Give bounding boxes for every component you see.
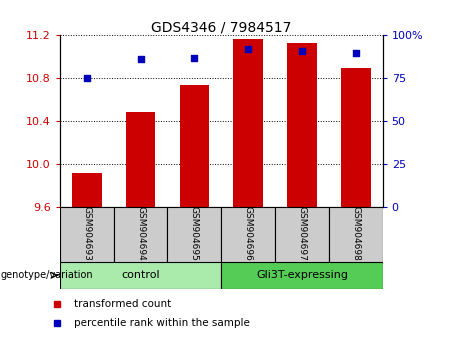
Text: GSM904698: GSM904698 <box>351 206 360 261</box>
Point <box>191 55 198 61</box>
Point <box>83 75 90 81</box>
Bar <box>341 68 371 207</box>
Bar <box>287 43 317 207</box>
Bar <box>167 207 221 262</box>
Text: percentile rank within the sample: percentile rank within the sample <box>74 318 250 328</box>
Point <box>137 57 144 62</box>
Bar <box>221 207 275 262</box>
Bar <box>329 207 383 262</box>
Bar <box>60 262 221 289</box>
Text: GSM904694: GSM904694 <box>136 206 145 261</box>
Text: genotype/variation: genotype/variation <box>0 270 93 280</box>
Text: GSM904696: GSM904696 <box>244 206 253 261</box>
Bar <box>72 173 101 207</box>
Bar <box>221 262 383 289</box>
Text: control: control <box>121 270 160 280</box>
Text: Gli3T-expressing: Gli3T-expressing <box>256 270 348 280</box>
Bar <box>275 207 329 262</box>
Text: GSM904693: GSM904693 <box>83 206 91 261</box>
Point <box>298 48 306 54</box>
Point <box>244 46 252 52</box>
Title: GDS4346 / 7984517: GDS4346 / 7984517 <box>151 20 291 34</box>
Text: GSM904695: GSM904695 <box>190 206 199 261</box>
Bar <box>114 207 167 262</box>
Bar <box>180 85 209 207</box>
Point <box>352 50 360 55</box>
Bar <box>233 39 263 207</box>
Bar <box>126 112 155 207</box>
Bar <box>60 207 114 262</box>
Text: transformed count: transformed count <box>74 299 171 309</box>
Text: GSM904697: GSM904697 <box>297 206 307 261</box>
